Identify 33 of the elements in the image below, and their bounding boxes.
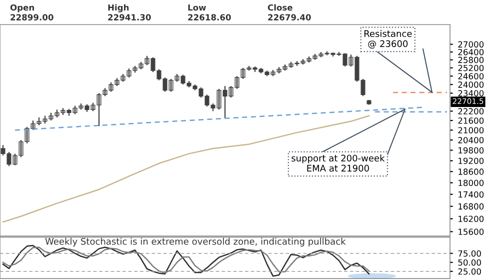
y-tick-label: 25200 bbox=[458, 64, 484, 72]
y-tick-label: 50.00 bbox=[458, 259, 481, 266]
y-tick-label: 16200 bbox=[458, 216, 484, 222]
y-tick-label: 15600 bbox=[458, 228, 484, 235]
y-tick-label: 18000 bbox=[458, 180, 484, 186]
annotation: Resistance @ 23600 bbox=[364, 30, 412, 49]
y-tick-label: 17400 bbox=[458, 191, 484, 198]
y-tick-label: 24600 bbox=[458, 73, 484, 80]
y-tick-label: 24000 bbox=[458, 82, 484, 88]
text: Close bbox=[268, 4, 292, 11]
y-tick-label: 27000 bbox=[458, 41, 484, 48]
annotation: support at 200-week EMA at 21900 bbox=[292, 154, 385, 172]
text: 22899.00 bbox=[10, 14, 54, 20]
text: Low bbox=[188, 4, 206, 11]
y-tick-label: 25.00 bbox=[458, 268, 481, 275]
y-tick-label: 19200 bbox=[458, 158, 484, 164]
text: Open bbox=[10, 4, 34, 12]
text: 22618.60 bbox=[188, 14, 231, 20]
y-tick-label: 75.00 bbox=[458, 250, 481, 257]
y-tick-label: 20400 bbox=[458, 137, 484, 144]
y-tick-label: 19800 bbox=[458, 147, 484, 154]
y-tick-label: 21600 bbox=[458, 117, 484, 124]
y-tick-label: 22200 bbox=[458, 108, 484, 114]
text: 22679.40 bbox=[268, 14, 311, 20]
y-tick-label: 25800 bbox=[458, 56, 484, 64]
y-tick-label: 26400 bbox=[458, 48, 484, 56]
y-tick-label: 21000 bbox=[458, 127, 484, 134]
y-tick-label: 23400 bbox=[458, 90, 484, 96]
y-tick-label: 18600 bbox=[458, 168, 484, 175]
y-tick-label: 16800 bbox=[458, 203, 484, 210]
text: 22941.30 bbox=[108, 14, 151, 20]
chart-title: Weekly Stochastic is in extreme oversold zone, indicating pullback bbox=[45, 238, 346, 247]
text: High bbox=[108, 4, 129, 12]
